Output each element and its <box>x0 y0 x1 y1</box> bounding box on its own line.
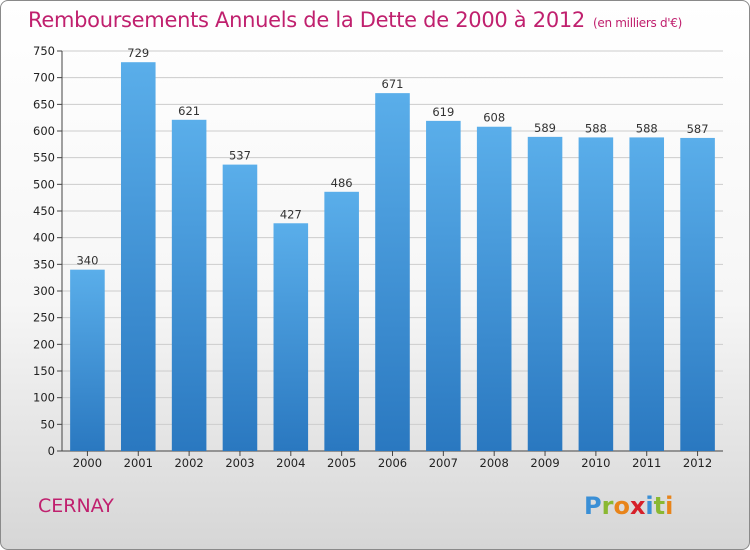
y-tick-label: 400 <box>33 231 55 245</box>
value-label-2000: 340 <box>76 254 98 268</box>
y-tick-label: 150 <box>33 364 55 378</box>
axes: 0 50 100 150 200 250 300 350 400 450 500 550 600 650 7… <box>33 44 723 470</box>
value-label-2004: 427 <box>280 207 302 221</box>
y-tick-label: 300 <box>33 284 55 298</box>
y-tick-label: 500 <box>33 177 55 191</box>
value-label-2011: 588 <box>636 121 658 135</box>
x-tick-label-2011: 2011 <box>632 456 661 470</box>
y-tick-label: 750 <box>33 44 55 58</box>
y-tick-label: 0 <box>48 444 55 458</box>
y-tick-label: 550 <box>33 151 55 165</box>
x-tick-label-2008: 2008 <box>480 456 509 470</box>
x-tick-label-2004: 2004 <box>276 456 305 470</box>
x-tick-label-2010: 2010 <box>581 456 610 470</box>
x-tick-label-2000: 2000 <box>73 456 102 470</box>
value-label-2012: 587 <box>687 122 709 136</box>
logo-letter: r <box>601 492 614 520</box>
x-tick-label-2006: 2006 <box>378 456 407 470</box>
logo-letter: x <box>629 492 646 520</box>
x-tick-label-2003: 2003 <box>225 456 254 470</box>
bar-2001 <box>120 62 156 451</box>
city-name: CERNAY <box>38 495 114 517</box>
bars <box>70 62 715 452</box>
bar-2002 <box>171 119 207 452</box>
y-tick-label: 350 <box>33 257 55 271</box>
value-label-2007: 619 <box>432 105 454 119</box>
y-tick-label: 450 <box>33 204 55 218</box>
x-tick-label-2001: 2001 <box>124 456 153 470</box>
logo-letter: P <box>584 492 602 520</box>
x-tick-label-2005: 2005 <box>327 456 356 470</box>
bar-2012 <box>680 137 715 451</box>
bar-2003 <box>222 164 258 451</box>
y-tick-label: 600 <box>33 124 55 138</box>
chart-title-text: Remboursements Annuels de la Dette de 20… <box>28 8 585 32</box>
logo-letter: o <box>613 492 630 520</box>
chart-title: Remboursements Annuels de la Dette de 20… <box>28 8 682 32</box>
y-tick-label: 100 <box>33 391 55 405</box>
bar-2009 <box>527 136 563 451</box>
value-label-2002: 621 <box>178 104 200 118</box>
bar-2010 <box>578 137 614 451</box>
chart-subtitle: (en milliers d'€) <box>593 16 683 30</box>
bar-2000 <box>70 269 105 451</box>
value-label-2009: 589 <box>534 121 556 135</box>
value-label-2006: 671 <box>382 77 404 91</box>
value-labels: 340 729 621 537 427 486 671 619 608 589 588 588 587 <box>76 46 708 267</box>
x-tick-label-2007: 2007 <box>429 456 458 470</box>
bar-2005 <box>324 191 359 452</box>
bar-2006 <box>375 93 410 451</box>
value-label-2010: 588 <box>585 121 607 135</box>
y-tick-label: 650 <box>33 97 55 111</box>
value-label-2005: 486 <box>331 176 353 190</box>
x-tick-label-2009: 2009 <box>530 456 559 470</box>
y-tick-label: 50 <box>40 417 55 431</box>
bar-2007 <box>426 120 461 451</box>
logo-letter: t <box>653 492 666 520</box>
logo-letter: i <box>645 492 654 520</box>
x-tick-label-2002: 2002 <box>174 456 203 470</box>
value-label-2008: 608 <box>483 111 505 125</box>
value-label-2001: 729 <box>127 46 149 60</box>
logo-letter: i <box>665 492 674 520</box>
y-tick-label: 700 <box>33 71 55 85</box>
x-tick-label-2012: 2012 <box>683 456 712 470</box>
y-tick-label: 200 <box>33 337 55 351</box>
value-label-2003: 537 <box>229 149 251 163</box>
y-tick-label: 250 <box>33 311 55 325</box>
bar-2008 <box>476 126 512 451</box>
bar-2011 <box>629 137 665 451</box>
bar-2004 <box>273 223 309 451</box>
proxiti-logo: Proxiti <box>584 492 673 520</box>
